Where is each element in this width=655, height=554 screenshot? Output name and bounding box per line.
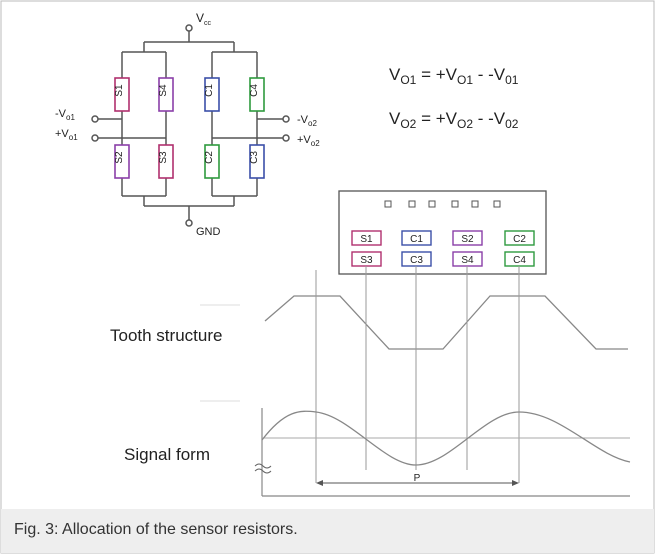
- resistor-s4: [158, 77, 174, 112]
- chip-resistor-c4-label: C4: [513, 255, 526, 266]
- equation-vo1: VO1 = +VO1 - -V01: [389, 65, 519, 87]
- chip-pad: [428, 200, 436, 208]
- chip-pad: [408, 200, 416, 208]
- label-plus-vo2: +Vo2: [297, 134, 320, 148]
- terminal-minus-vo2: [282, 115, 290, 123]
- resistor-s2: [114, 144, 130, 179]
- label-minus-vo2: -Vo2: [297, 114, 317, 128]
- resistor-c2-label: C2: [204, 151, 215, 164]
- chip-resistor-c2: [504, 230, 535, 246]
- period-label: P: [414, 473, 421, 484]
- resistor-s3-label: S3: [158, 151, 169, 164]
- resistor-s1-label: S1: [114, 84, 125, 97]
- tooth-profile: [264, 295, 628, 350]
- signal-form-label: Signal form: [124, 445, 210, 464]
- label-minus-vo1: -Vo1: [55, 108, 75, 122]
- chip-pad: [451, 200, 459, 208]
- resistor-s2-label: S2: [114, 151, 125, 164]
- chip-pad: [493, 200, 501, 208]
- sensor-chip: S1 C1 S2 C2 S3 C3 S4 C4: [338, 190, 547, 275]
- chip-resistor-c2-label: C2: [513, 234, 526, 245]
- chip-resistor-s2: [452, 230, 483, 246]
- terminal-plus-vo2: [282, 134, 290, 142]
- arrowhead-left-icon: [316, 480, 323, 486]
- figure-caption: Fig. 3: Allocation of the sensor resisto…: [14, 521, 298, 538]
- chip-pad: [384, 200, 392, 208]
- resistor-c4: [249, 77, 265, 112]
- tooth-structure-graph: [200, 295, 628, 350]
- signal-form-graph: [200, 400, 631, 497]
- resistor-c1: [204, 77, 220, 112]
- resistor-s4-label: S4: [158, 84, 169, 97]
- chip-resistor-c1-label: C1: [410, 234, 423, 245]
- chip-resistor-s4-label: S4: [461, 255, 474, 266]
- chip-resistor-c1: [401, 230, 432, 246]
- signal-wave: [261, 410, 631, 466]
- gnd-label: GND: [196, 226, 221, 238]
- vcc-label: Vcc: [196, 11, 212, 27]
- chip-pad: [471, 200, 479, 208]
- reference-lines: [315, 266, 520, 483]
- bridge-circuit: [91, 24, 290, 227]
- chip-resistor-c3-label: C3: [410, 255, 423, 266]
- resistor-c4-label: C4: [249, 84, 260, 97]
- resistor-s1: [114, 77, 130, 112]
- gnd-terminal: [185, 219, 193, 227]
- terminal-minus-vo1: [91, 115, 99, 123]
- resistor-c1-label: C1: [204, 84, 215, 97]
- caption-band: [1, 509, 654, 553]
- resistor-s3: [158, 144, 174, 179]
- resistor-c2: [204, 144, 220, 179]
- resistor-c3: [249, 144, 265, 179]
- vcc-terminal: [185, 24, 193, 32]
- chip-resistor-s1: [351, 230, 382, 246]
- chip-resistor-s2-label: S2: [461, 234, 474, 245]
- label-plus-vo1: +Vo1: [55, 128, 78, 142]
- axis-break-icon: [254, 468, 272, 474]
- equation-vo2: VO2 = +VO2 - -V02: [389, 109, 519, 131]
- terminal-plus-vo1: [91, 134, 99, 142]
- bridge-resistors-bottom: S2 S3 C2 C3: [114, 144, 265, 179]
- resistor-c3-label: C3: [249, 151, 260, 164]
- tooth-structure-label: Tooth structure: [110, 326, 222, 345]
- chip-resistor-s1-label: S1: [360, 234, 373, 245]
- bridge-resistors-top: S1 S4 C1 C4: [114, 77, 265, 112]
- axis-break-icon: [254, 463, 272, 469]
- chip-resistor-s3-label: S3: [360, 255, 373, 266]
- arrowhead-right-icon: [512, 480, 519, 486]
